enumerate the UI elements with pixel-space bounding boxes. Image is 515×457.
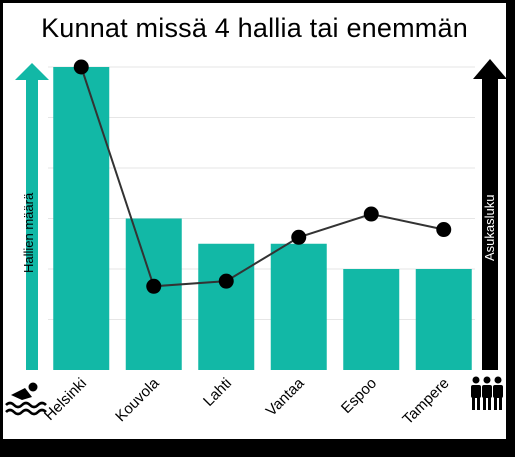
x-tick-label: Helsinki bbox=[41, 375, 90, 424]
left-arrow-shaft bbox=[26, 80, 38, 370]
y-axis-label: Hallien määrä bbox=[21, 192, 36, 273]
bar-lahti bbox=[198, 243, 255, 370]
population-marker-tampere bbox=[436, 222, 452, 238]
people-icon bbox=[471, 376, 503, 410]
x-tick-label: Lahti bbox=[200, 375, 235, 410]
population-marker-lahti bbox=[218, 273, 234, 289]
bar-helsinki bbox=[53, 67, 110, 370]
grid bbox=[48, 66, 475, 320]
population-line-path bbox=[80, 66, 444, 288]
population-marker-helsinki bbox=[73, 59, 89, 75]
y2-axis-label: Asukasluku bbox=[482, 195, 497, 261]
x-tick-label: Espoo bbox=[338, 375, 380, 417]
right-axis-arrow bbox=[473, 59, 506, 370]
x-tick-labels: Helsinki Kouvola Lahti Vantaa Espoo Tampere bbox=[41, 374, 453, 428]
population-marker-espoo bbox=[363, 206, 379, 222]
bars bbox=[53, 67, 472, 370]
x-tick-label: Vantaa bbox=[263, 374, 308, 419]
left-arrow-head bbox=[15, 63, 49, 80]
bar-tampere bbox=[415, 269, 472, 370]
bar-espoo bbox=[343, 269, 400, 370]
chart: Hallien määrä Asukasluku Helsinki Kouvola… bbox=[5, 59, 506, 428]
swimmer-icon bbox=[5, 382, 47, 416]
population-marker-vantaa bbox=[291, 229, 307, 245]
bar-vantaa bbox=[270, 243, 327, 370]
left-axis-arrow bbox=[15, 63, 49, 370]
x-tick-label: Kouvola bbox=[112, 374, 163, 425]
chart-title: Kunnat missä 4 hallia tai enemmän bbox=[41, 13, 468, 43]
right-arrow-shaft bbox=[482, 77, 498, 370]
population-line bbox=[73, 59, 452, 294]
population-marker-kouvola bbox=[146, 278, 162, 294]
bar-kouvola bbox=[125, 218, 182, 370]
chart-frame: Kunnat missä 4 hallia tai enemmän Hallie… bbox=[3, 3, 506, 439]
right-arrow-head bbox=[473, 59, 506, 79]
x-tick-label: Tampere bbox=[399, 375, 452, 428]
